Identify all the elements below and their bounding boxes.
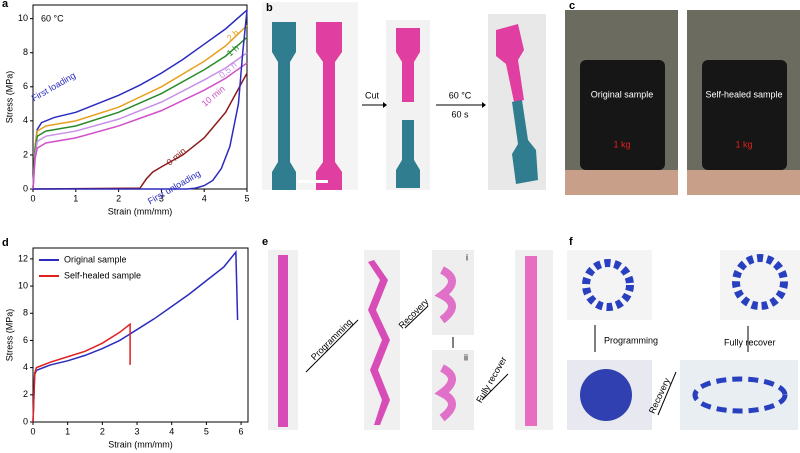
- label: Fully recover: [724, 337, 776, 347]
- y-tick-label: 2: [23, 389, 28, 399]
- label: Programming: [309, 317, 354, 362]
- y-tick-label: 0: [23, 416, 28, 426]
- panel-letter: d: [2, 237, 9, 249]
- panel-letter: c: [569, 0, 575, 12]
- x-tick-label: 2: [116, 193, 121, 203]
- x-tick-label: 5: [244, 193, 249, 203]
- x-tick-label: 3: [135, 426, 140, 436]
- y-tick-label: 10: [18, 280, 28, 290]
- plot-frame: [32, 247, 249, 423]
- series-label: First loading: [30, 70, 77, 103]
- line: [32, 24, 248, 190]
- series-label: 10 min: [200, 84, 227, 109]
- legend-label: Original sample: [64, 254, 127, 264]
- y-tick-label: 6: [23, 335, 28, 345]
- line: [32, 72, 248, 190]
- panel-letter: f: [569, 236, 573, 248]
- x-tick-label: 4: [169, 426, 174, 436]
- panel-letter: e: [262, 236, 268, 248]
- y-tick-label: 8: [23, 47, 28, 57]
- label: 1 kg: [613, 139, 630, 149]
- y-axis-label: Stress (MPa): [4, 71, 14, 124]
- y-tick-label: 12: [18, 253, 28, 263]
- label: Self-healed sample: [705, 89, 782, 99]
- x-axis-label: Strain (mm/mm): [108, 439, 173, 449]
- line: [32, 36, 248, 190]
- y-tick-label: 4: [23, 362, 28, 372]
- label: 60 °C: [449, 90, 472, 100]
- line: [32, 250, 239, 423]
- x-tick-label: 6: [239, 426, 244, 436]
- line: [32, 322, 131, 423]
- label: Fully recover: [474, 355, 508, 405]
- label: Cut: [365, 90, 380, 100]
- label: 60 s: [451, 109, 469, 119]
- label: Programming: [604, 335, 658, 345]
- x-tick-label: 0: [30, 193, 35, 203]
- label: ii: [464, 352, 468, 362]
- panel-c: c Original sample Self-healed sample 1 k…: [565, 0, 800, 195]
- label: Recovery: [397, 296, 431, 330]
- label: i: [466, 252, 468, 262]
- panel-e: e Programming Recovery i ii Fully recove…: [262, 236, 553, 430]
- y-tick-label: 4: [23, 115, 28, 125]
- y-tick-label: 10: [18, 13, 28, 23]
- panel-b: b Cut 60 °C 60 s: [262, 2, 546, 190]
- label: Original sample: [591, 89, 654, 99]
- line: [32, 9, 248, 190]
- panel-letter: a: [2, 0, 9, 10]
- series-label: First unloading: [146, 168, 202, 206]
- series-label: 2 h: [225, 28, 241, 44]
- y-axis-label: Stress (MPa): [4, 309, 14, 362]
- x-axis-label: Strain (mm/mm): [108, 206, 173, 216]
- y-tick-label: 2: [23, 149, 28, 159]
- x-tick-label: 1: [65, 426, 70, 436]
- y-tick-label: 8: [23, 308, 28, 318]
- x-tick-label: 1: [73, 193, 78, 203]
- line: [33, 10, 248, 190]
- x-tick-label: 0: [30, 426, 35, 436]
- x-tick-label: 4: [202, 193, 207, 203]
- annotation: 60 °C: [41, 13, 64, 23]
- series-label: 0 min: [165, 146, 188, 168]
- x-tick-label: 2: [100, 426, 105, 436]
- y-tick-label: 6: [23, 81, 28, 91]
- x-tick-label: 3: [159, 193, 164, 203]
- line: [32, 62, 248, 190]
- label: 1 kg: [735, 139, 752, 149]
- panel-f: f Programming Fully recover Recovery: [567, 236, 800, 430]
- legend-label: Self-healed sample: [64, 270, 141, 280]
- y-tick-label: 0: [23, 183, 28, 193]
- panel-letter: b: [266, 2, 273, 14]
- line: [32, 52, 248, 190]
- x-tick-label: 5: [204, 426, 209, 436]
